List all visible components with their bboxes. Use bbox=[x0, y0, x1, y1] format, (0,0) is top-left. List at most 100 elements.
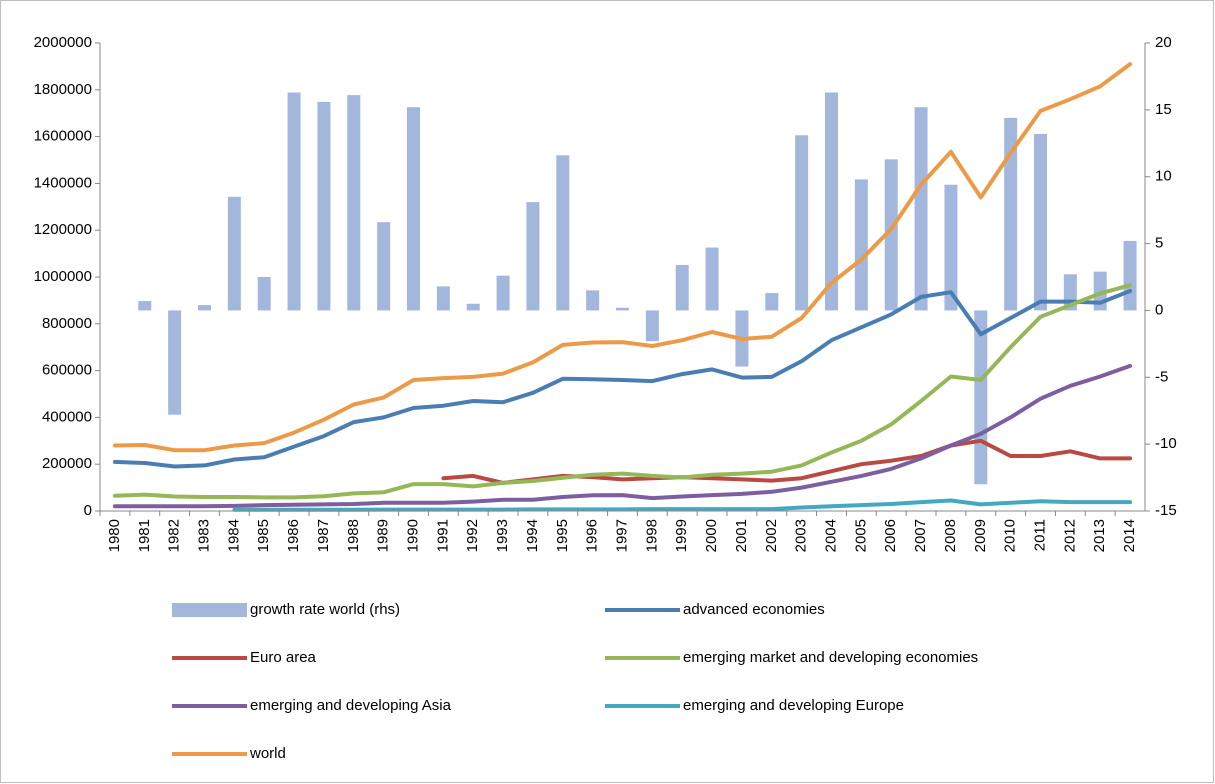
legend-label: growth rate world (rhs) bbox=[250, 601, 400, 618]
legend-label: emerging and developing Europe bbox=[683, 697, 904, 714]
y-tick-label: 1600000 bbox=[34, 128, 92, 145]
x-tick-label: 2012 bbox=[1061, 519, 1078, 552]
legend-label: advanced economies bbox=[683, 601, 825, 618]
y-tick-label: 1000000 bbox=[34, 268, 92, 285]
x-tick-label: 2008 bbox=[942, 519, 959, 552]
y-tick-label: 400000 bbox=[42, 408, 92, 425]
bar bbox=[854, 179, 868, 311]
line bbox=[112, 289, 1133, 469]
y-tick-label: 2000000 bbox=[34, 34, 92, 51]
x-tick-label: 2007 bbox=[912, 519, 929, 552]
bar bbox=[526, 202, 540, 311]
x-tick-label: 1991 bbox=[434, 519, 451, 552]
y-tick-label: 1800000 bbox=[34, 81, 92, 98]
x-tick-label: 2013 bbox=[1091, 519, 1108, 552]
x-tick-label: 2006 bbox=[882, 519, 899, 552]
bar bbox=[616, 307, 629, 311]
bar bbox=[1123, 240, 1137, 311]
bar bbox=[407, 107, 420, 311]
x-tick-label: 2009 bbox=[972, 519, 989, 552]
x-tick-label: 2000 bbox=[703, 519, 720, 552]
y-tick-label: 200000 bbox=[42, 455, 92, 472]
legend-label: emerging market and developing economies bbox=[683, 649, 978, 666]
y2-tick-label: 5 bbox=[1155, 235, 1163, 252]
legend-label: emerging and developing Asia bbox=[250, 697, 452, 714]
y-tick-label: 1400000 bbox=[34, 174, 92, 191]
bar bbox=[347, 95, 361, 311]
legend-label: Euro area bbox=[250, 649, 317, 666]
x-tick-label: 1988 bbox=[345, 519, 362, 552]
bar bbox=[227, 196, 241, 311]
bar bbox=[705, 247, 719, 311]
x-tick-label: 1980 bbox=[106, 519, 123, 552]
bar bbox=[257, 277, 271, 311]
line bbox=[112, 363, 1133, 509]
bar bbox=[287, 92, 301, 311]
bar bbox=[884, 159, 898, 311]
x-tick-label: 2002 bbox=[763, 519, 780, 552]
bar bbox=[198, 305, 211, 311]
x-tick-label: 1985 bbox=[255, 519, 272, 552]
x-tick-label: 1989 bbox=[375, 519, 392, 552]
bar bbox=[496, 275, 510, 311]
line bbox=[232, 498, 1133, 512]
y2-tick-label: 15 bbox=[1155, 101, 1172, 118]
x-tick-label: 1982 bbox=[166, 519, 183, 552]
x-tick-label: 1992 bbox=[464, 519, 481, 552]
x-tick-label: 1994 bbox=[524, 519, 541, 552]
bar bbox=[436, 286, 450, 311]
legend-label: world bbox=[249, 745, 286, 762]
bar bbox=[675, 264, 689, 311]
y2-tick-label: 20 bbox=[1155, 34, 1172, 51]
bar bbox=[466, 303, 480, 311]
x-tick-label: 1986 bbox=[285, 519, 302, 552]
y2-tick-label: -5 bbox=[1155, 368, 1168, 385]
y2-tick-label: -10 bbox=[1155, 435, 1177, 452]
x-tick-label: 1993 bbox=[494, 519, 511, 552]
x-tick-label: 1984 bbox=[225, 519, 242, 552]
bar bbox=[377, 222, 391, 311]
x-tick-label: 2011 bbox=[1031, 519, 1048, 551]
x-tick-label: 1987 bbox=[315, 519, 332, 552]
x-tick-label: 2010 bbox=[1002, 519, 1019, 552]
bar bbox=[944, 184, 958, 311]
bar bbox=[317, 101, 331, 311]
bar bbox=[168, 310, 182, 415]
y-tick-label: 1200000 bbox=[34, 221, 92, 238]
bar bbox=[138, 301, 152, 311]
line bbox=[112, 283, 1133, 500]
x-tick-label: 1983 bbox=[195, 519, 212, 552]
legend-swatch bbox=[172, 603, 247, 617]
bar bbox=[974, 310, 988, 485]
bar bbox=[1004, 117, 1018, 311]
x-tick-label: 1997 bbox=[613, 519, 630, 552]
bar bbox=[1034, 133, 1047, 311]
y-tick-label: 0 bbox=[84, 502, 92, 519]
x-tick-label: 2004 bbox=[822, 519, 839, 552]
bar bbox=[914, 107, 928, 311]
line bbox=[112, 62, 1133, 453]
x-tick-label: 1995 bbox=[554, 519, 571, 552]
y-tick-label: 600000 bbox=[42, 362, 92, 379]
y2-tick-label: 0 bbox=[1155, 301, 1163, 318]
bar bbox=[645, 310, 659, 342]
bar bbox=[586, 290, 600, 311]
x-tick-label: 1999 bbox=[673, 519, 690, 552]
bar bbox=[795, 135, 809, 311]
bar bbox=[556, 155, 570, 311]
x-tick-label: 1996 bbox=[584, 519, 601, 552]
x-tick-label: 2005 bbox=[852, 519, 869, 552]
bar bbox=[825, 92, 838, 311]
x-tick-label: 1998 bbox=[643, 519, 660, 552]
x-tick-label: 2003 bbox=[793, 519, 810, 552]
y2-tick-label: -15 bbox=[1155, 502, 1177, 519]
x-tick-label: 2001 bbox=[733, 519, 750, 552]
bar bbox=[765, 293, 779, 311]
y-tick-label: 800000 bbox=[42, 315, 92, 332]
x-tick-label: 2014 bbox=[1121, 519, 1138, 552]
x-tick-label: 1981 bbox=[136, 519, 153, 552]
x-tick-label: 1990 bbox=[404, 519, 421, 552]
